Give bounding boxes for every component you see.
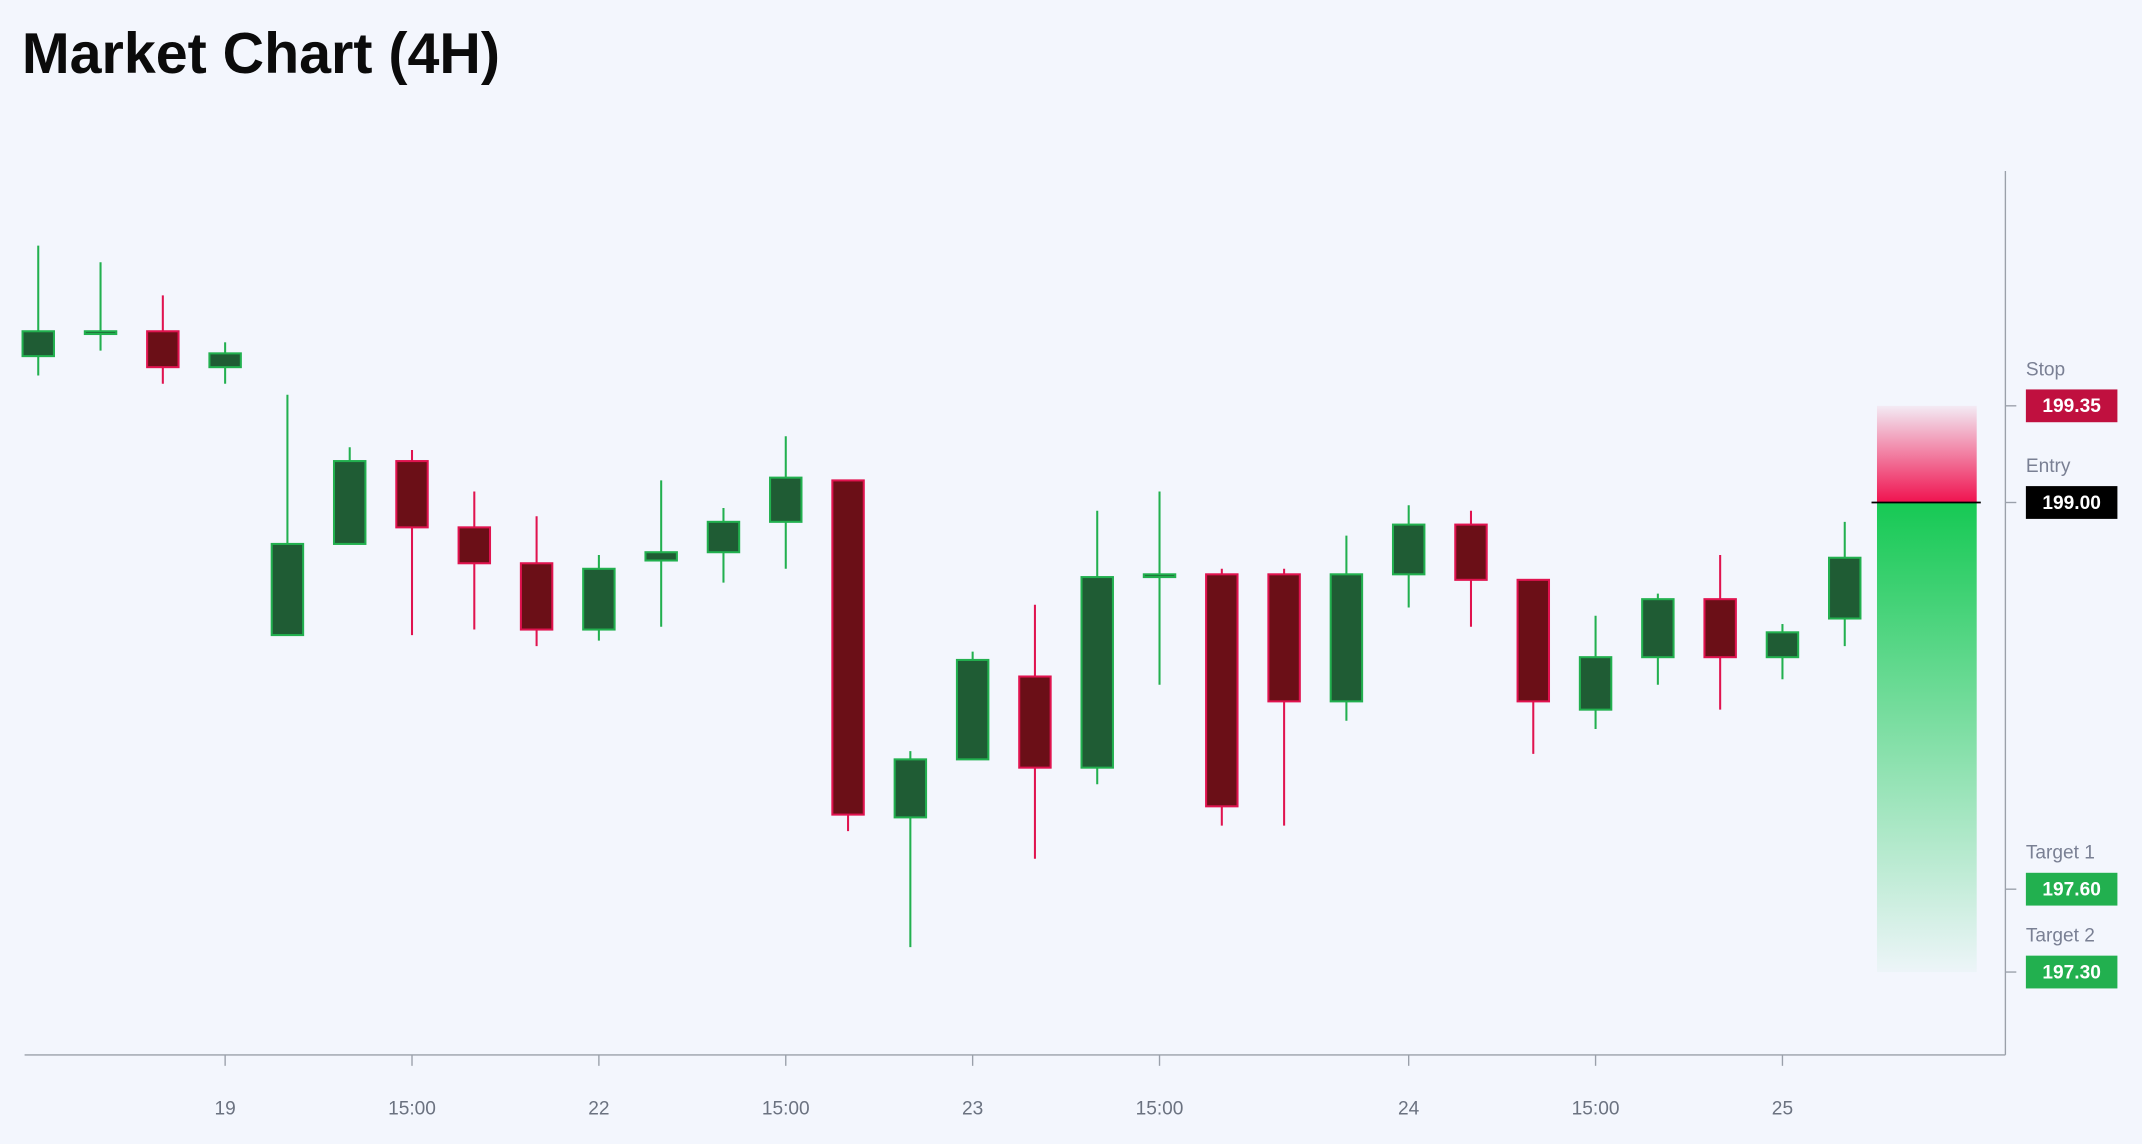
level-name: Stop [2026, 359, 2065, 380]
candle-body [1703, 598, 1737, 659]
level-box [2025, 389, 2118, 423]
candle-body [1267, 573, 1301, 703]
candle-body [332, 460, 367, 545]
candle-body [1578, 656, 1613, 711]
level-name: Target 1 [2026, 843, 2095, 864]
candle-body [1765, 631, 1800, 659]
candle-body [519, 562, 554, 631]
level-box [2025, 486, 2118, 519]
candle-body [831, 479, 865, 816]
reward-zone [1876, 502, 1977, 973]
level-name: Target 2 [2026, 926, 2095, 947]
candle-body [1018, 675, 1052, 769]
candle-body [706, 520, 741, 554]
level-value: 199.35 [2042, 396, 2101, 417]
candle-body [208, 352, 242, 369]
x-tick-label: 24 [1398, 1099, 1420, 1120]
chart-title: Market Chart (4H) [22, 22, 500, 86]
level-value: 197.30 [2042, 962, 2100, 983]
level-value: 197.60 [2042, 880, 2100, 901]
candle-body [1828, 556, 1862, 620]
candle-body [955, 658, 990, 761]
x-tick-label: 15:00 [388, 1099, 436, 1120]
x-tick-label: 15:00 [1572, 1099, 1620, 1120]
x-tick-label: 15:00 [762, 1099, 810, 1120]
candle-body [21, 330, 55, 358]
level-value: 199.00 [2042, 493, 2100, 514]
candle-body [1641, 598, 1675, 659]
candle-body [1329, 573, 1364, 703]
candle-body [270, 542, 305, 637]
x-tick-label: 23 [962, 1099, 983, 1120]
risk-zone [1876, 405, 1977, 503]
candle-body [395, 460, 429, 529]
candle-body [769, 476, 803, 523]
candle-body [457, 526, 492, 565]
x-tick-label: 15:00 [1136, 1099, 1184, 1120]
candle-body [1516, 578, 1551, 703]
level-name: Entry [2026, 456, 2071, 477]
candle-body [1454, 523, 1488, 581]
candle-body [1205, 573, 1239, 808]
x-tick-label: 19 [214, 1099, 235, 1120]
candle-body [644, 551, 678, 562]
candle-body [893, 758, 928, 819]
candle-body [83, 330, 118, 336]
candle-body [1080, 576, 1114, 769]
candle-body [146, 330, 180, 369]
candle-body [582, 567, 616, 631]
x-tick-label: 22 [588, 1099, 609, 1120]
x-tick-label: 25 [1772, 1099, 1793, 1120]
level-box [2025, 955, 2118, 989]
level-box [2025, 872, 2118, 906]
candle-body [1142, 573, 1177, 579]
candle-body [1391, 523, 1426, 576]
